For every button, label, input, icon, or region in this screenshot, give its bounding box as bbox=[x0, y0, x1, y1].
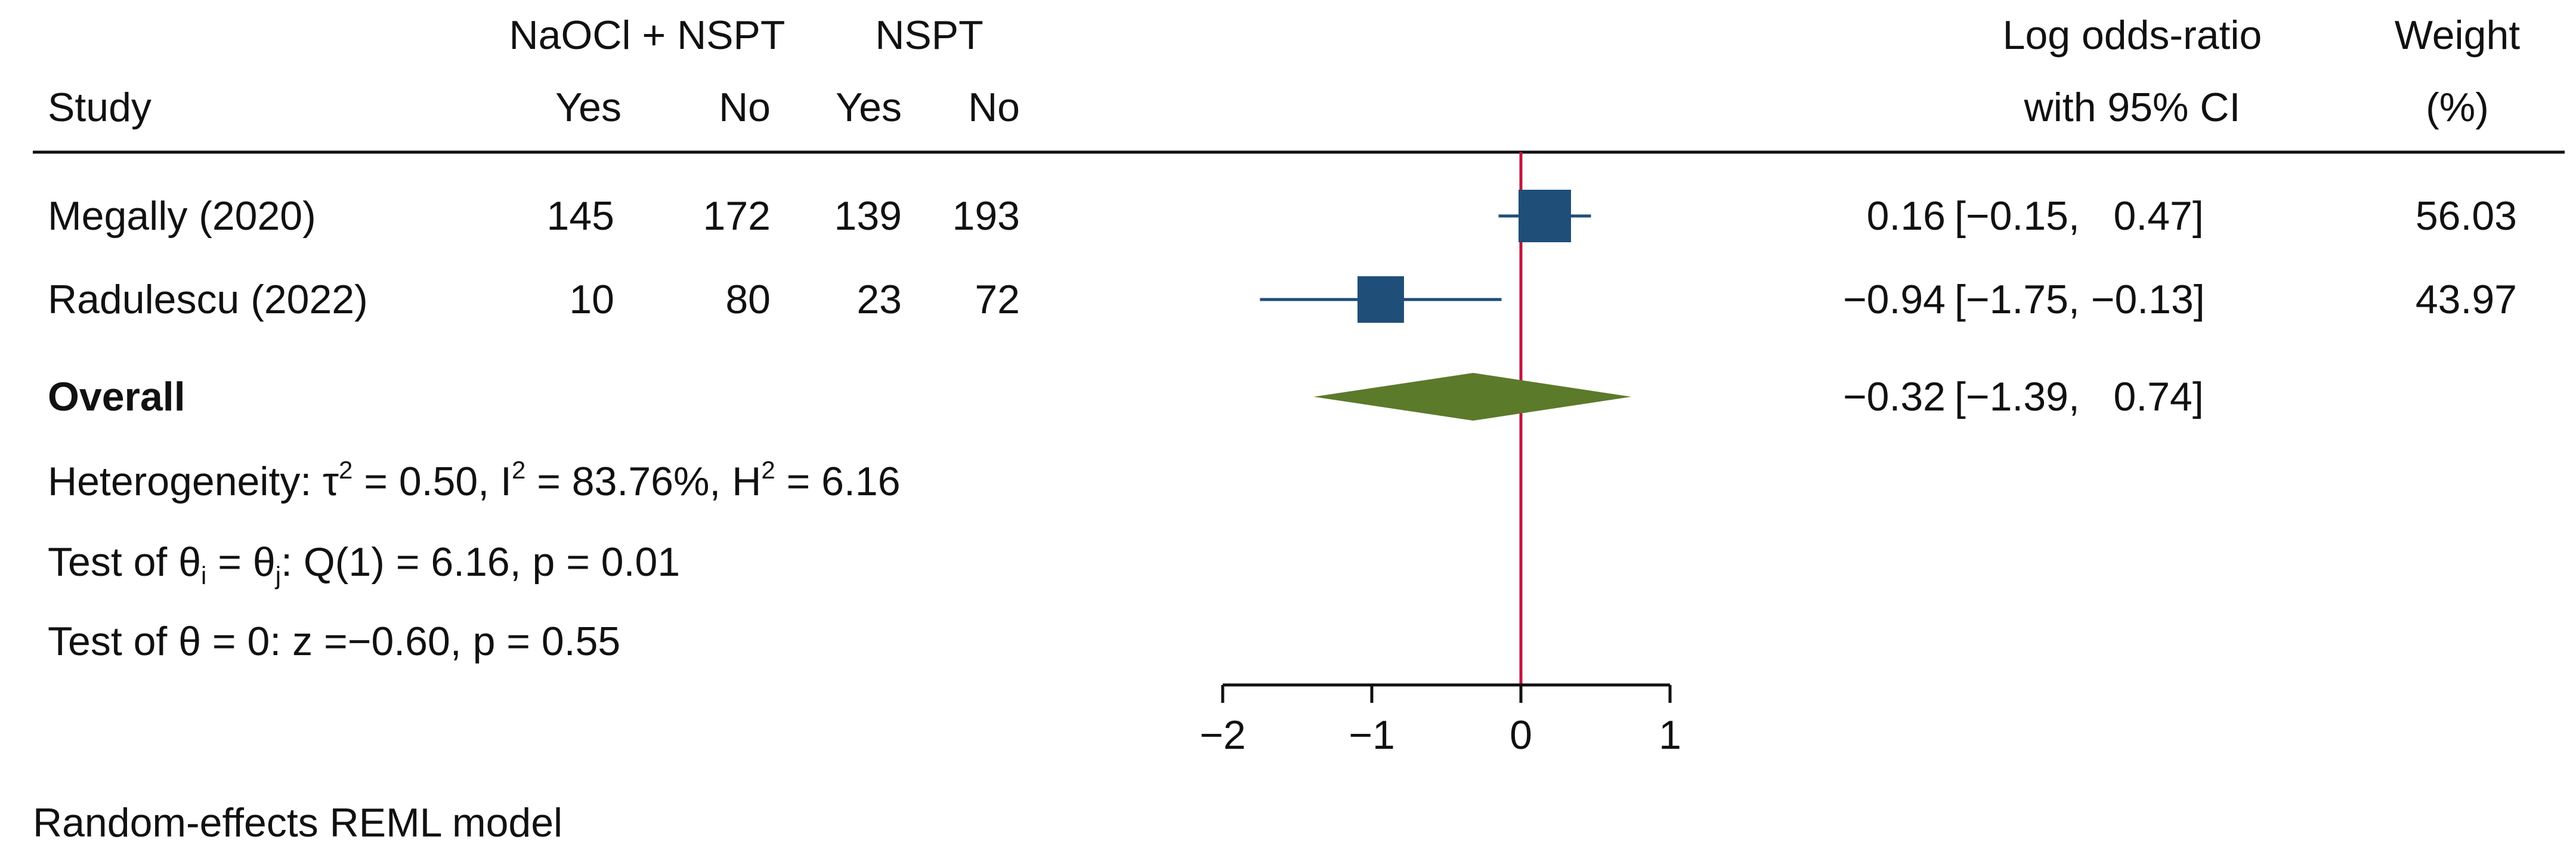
yes2-cell: 139 bbox=[834, 193, 902, 239]
study-ci: [−1.75, −0.13] bbox=[1955, 277, 2205, 322]
no1-cell: 80 bbox=[725, 277, 771, 322]
x-tick-label: −1 bbox=[1349, 712, 1395, 758]
yes2-cell: 23 bbox=[856, 277, 902, 322]
no1-column-header: No bbox=[719, 85, 771, 130]
overall-label: Overall bbox=[48, 374, 185, 419]
study-marker bbox=[1357, 276, 1404, 323]
homogeneity-test: Test of θi = θj: Q(1) = 6.16, p = 0.01 bbox=[48, 539, 680, 589]
no1-cell: 172 bbox=[703, 193, 771, 239]
heterogeneity-stats: Heterogeneity: τ2 = 0.50, I2 = 83.76%, H… bbox=[48, 456, 901, 504]
study-weight: 43.97 bbox=[2416, 277, 2517, 322]
overall-effect-test: Test of θ = 0: z =−0.60, p = 0.55 bbox=[48, 619, 620, 664]
no2-cell: 193 bbox=[953, 193, 1020, 239]
no2-column-header: No bbox=[968, 85, 1020, 130]
study-row-radulescu: Radulescu (2022) 10 80 23 72 −0.94 [−1.7… bbox=[48, 276, 2517, 323]
study-name: Megally (2020) bbox=[48, 193, 316, 239]
study-estimate: −0.94 bbox=[1843, 277, 1946, 322]
study-ci: [−0.15, 0.47] bbox=[1955, 193, 2204, 239]
x-tick-label: −2 bbox=[1199, 712, 1246, 758]
study-row-megally: Megally (2020) 145 172 139 193 0.16 [−0.… bbox=[48, 190, 2517, 242]
overall-diamond bbox=[1313, 373, 1631, 421]
yes2-column-header: Yes bbox=[836, 85, 902, 130]
header: NaOCl + NSPT NSPT Study Yes No Yes No Lo… bbox=[48, 13, 2520, 130]
overall-estimate: −0.32 bbox=[1843, 374, 1946, 419]
study-estimate: 0.16 bbox=[1867, 193, 1946, 239]
overall-row: Overall −0.32 [−1.39, 0.74] bbox=[48, 373, 2204, 421]
x-axis: −2 −1 0 1 bbox=[1199, 683, 1681, 758]
yes1-cell: 10 bbox=[569, 277, 614, 322]
study-marker bbox=[1519, 190, 1571, 242]
no2-cell: 72 bbox=[975, 277, 1020, 322]
overall-ci: [−1.39, 0.74] bbox=[1955, 374, 2204, 419]
group1-header: NaOCl + NSPT bbox=[509, 13, 786, 58]
model-note: Random-effects REML model bbox=[33, 800, 562, 845]
yes1-column-header: Yes bbox=[555, 85, 621, 130]
yes1-cell: 145 bbox=[547, 193, 614, 239]
weight-header-line1: Weight bbox=[2395, 13, 2521, 58]
effect-header-line2: with 95% CI bbox=[2024, 85, 2241, 130]
weight-header-line2: (%) bbox=[2426, 85, 2489, 130]
x-tick-label: 0 bbox=[1510, 712, 1532, 758]
x-tick-label: 1 bbox=[1659, 712, 1681, 758]
effect-header-line1: Log odds-ratio bbox=[2003, 13, 2262, 58]
group2-header: NSPT bbox=[875, 13, 983, 58]
study-name: Radulescu (2022) bbox=[48, 277, 368, 322]
study-column-header: Study bbox=[48, 85, 151, 130]
study-weight: 56.03 bbox=[2416, 193, 2517, 239]
